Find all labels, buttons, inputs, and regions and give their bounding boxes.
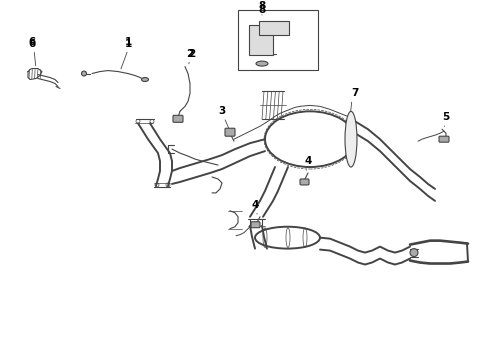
Text: 6: 6 [28,37,36,47]
FancyBboxPatch shape [173,115,183,122]
Ellipse shape [256,61,268,66]
Ellipse shape [345,111,357,167]
FancyBboxPatch shape [259,21,289,35]
Text: 2: 2 [188,49,196,59]
FancyBboxPatch shape [251,222,260,228]
Text: 8: 8 [258,5,266,15]
Text: 6: 6 [28,39,36,49]
Text: 4: 4 [251,200,259,210]
FancyBboxPatch shape [225,128,235,136]
Text: 4: 4 [304,156,312,166]
Text: 5: 5 [442,112,450,122]
Text: 3: 3 [219,106,225,116]
FancyBboxPatch shape [300,179,309,185]
Circle shape [81,71,87,76]
Text: 7: 7 [351,89,359,98]
Ellipse shape [142,77,148,81]
Text: 8: 8 [258,1,266,11]
Text: 1: 1 [124,39,132,49]
Circle shape [410,249,418,257]
Text: 2: 2 [186,49,194,59]
Text: 1: 1 [124,37,132,47]
FancyBboxPatch shape [249,25,273,55]
Bar [238,10,318,69]
FancyBboxPatch shape [439,136,449,142]
